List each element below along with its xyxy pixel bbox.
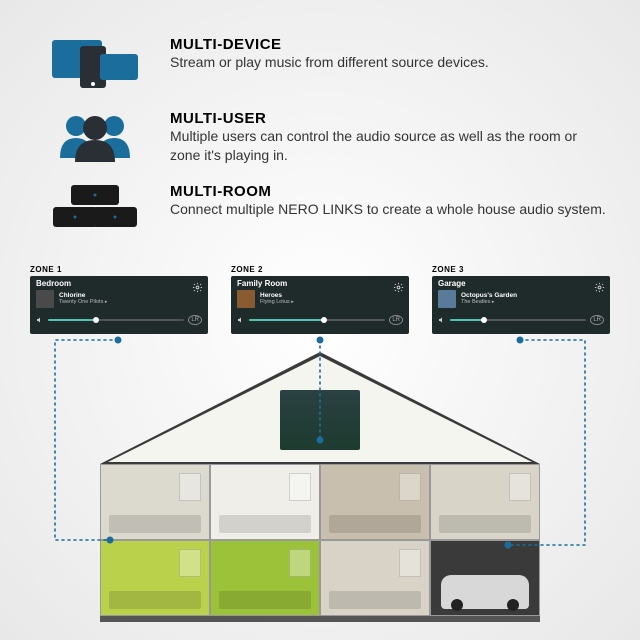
devices-icon <box>30 36 160 92</box>
zone-label: ZONE 3 <box>432 265 610 274</box>
room-stairwell <box>210 464 320 540</box>
track-title: Octopus's Garden <box>461 292 604 299</box>
zone-room: Garage <box>438 279 604 288</box>
room-dining <box>210 540 320 616</box>
zone-3: ZONE 3 Garage Octopus's Garden The Beatl… <box>432 265 610 334</box>
zone-room: Family Room <box>237 279 403 288</box>
zone-card[interactable]: Bedroom Chlorine Twenty One Pilots ▸ <box>30 276 208 334</box>
house-floor <box>100 464 540 540</box>
zone-label: ZONE 1 <box>30 265 208 274</box>
zone-label: ZONE 2 <box>231 265 409 274</box>
zone-card[interactable]: Garage Octopus's Garden The Beatles ▸ <box>432 276 610 334</box>
features-section: MULTI-DEVICE Stream or play music from d… <box>0 0 640 261</box>
feature-multi-device: MULTI-DEVICE Stream or play music from d… <box>30 36 610 92</box>
house-illustration <box>0 352 640 622</box>
track-artist: Flying Lotus ▸ <box>260 299 403 305</box>
room-laundry <box>320 540 430 616</box>
feature-title: MULTI-ROOM <box>170 183 610 200</box>
zone-room: Bedroom <box>36 279 202 288</box>
feature-title: MULTI-DEVICE <box>170 36 610 53</box>
album-art <box>438 290 456 308</box>
volume-slider[interactable] <box>48 319 184 321</box>
room-garage <box>430 540 540 616</box>
feature-multi-room: MULTI-ROOM Connect multiple NERO LINKS t… <box>30 183 610 233</box>
album-art <box>36 290 54 308</box>
lr-badge: LR <box>389 315 403 325</box>
track-title: Heroes <box>260 292 403 299</box>
feature-title: MULTI-USER <box>170 110 610 127</box>
album-art <box>237 290 255 308</box>
lr-badge: LR <box>188 315 202 325</box>
users-icon <box>30 110 160 162</box>
room-living-room <box>100 540 210 616</box>
feature-desc: Multiple users can control the audio sou… <box>170 127 610 165</box>
room-bedroom-1 <box>100 464 210 540</box>
zone-card[interactable]: Family Room Heroes Flying Lotus ▸ <box>231 276 409 334</box>
volume-slider[interactable] <box>249 319 385 321</box>
volume-icon[interactable] <box>237 311 245 329</box>
volume-icon[interactable] <box>438 311 446 329</box>
lr-badge: LR <box>590 315 604 325</box>
zone-1: ZONE 1 Bedroom Chlorine Twenty One Pilot… <box>30 265 208 334</box>
gear-icon[interactable] <box>594 280 605 298</box>
room-family-room <box>320 464 430 540</box>
feature-multi-user: MULTI-USER Multiple users can control th… <box>30 110 610 165</box>
track-artist: The Beatles ▸ <box>461 299 604 305</box>
feature-desc: Stream or play music from different sour… <box>170 53 610 72</box>
track-title: Chlorine <box>59 292 202 299</box>
boxes-icon <box>30 183 160 233</box>
zones-row: ZONE 1 Bedroom Chlorine Twenty One Pilot… <box>0 265 640 334</box>
house-floor <box>100 540 540 616</box>
track-artist: Twenty One Pilots ▸ <box>59 299 202 305</box>
volume-slider[interactable] <box>450 319 586 321</box>
room-bedroom-2 <box>430 464 540 540</box>
volume-icon[interactable] <box>36 311 44 329</box>
gear-icon[interactable] <box>192 280 203 298</box>
zone-2: ZONE 2 Family Room Heroes Flying Lotus ▸ <box>231 265 409 334</box>
feature-desc: Connect multiple NERO LINKS to create a … <box>170 200 610 219</box>
gear-icon[interactable] <box>393 280 404 298</box>
